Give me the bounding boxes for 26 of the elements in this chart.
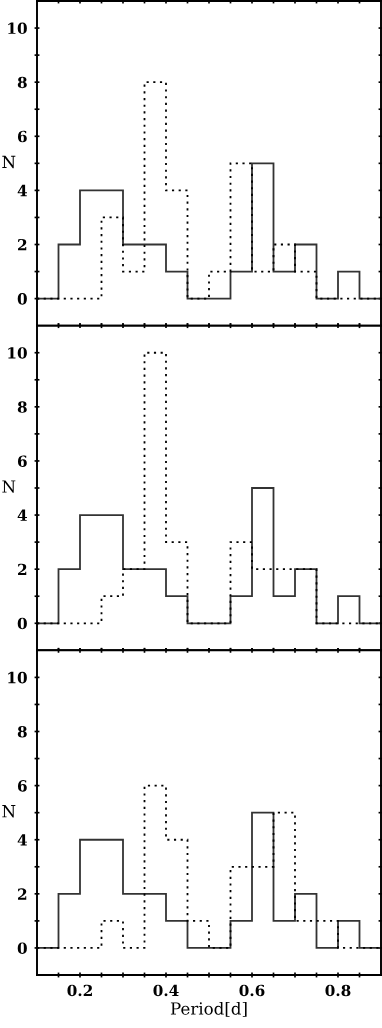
y-tick-label: 0 (17, 942, 27, 954)
y-tick-label: 4 (17, 509, 27, 521)
y-axis-title: N (2, 480, 16, 493)
x-axis-title: Period[d] (170, 1001, 247, 1017)
y-axis-title: N (2, 805, 16, 818)
y-tick-label: 10 (8, 22, 27, 35)
y-tick-label: 8 (17, 725, 27, 738)
x-tick-label: 0.6 (239, 984, 265, 997)
y-tick-label: 2 (18, 888, 27, 900)
y-tick-label: 8 (17, 401, 27, 413)
x-tick-label: 0.2 (67, 984, 92, 997)
y-tick-label: 0 (17, 293, 27, 305)
y-tick-label: 4 (17, 184, 27, 197)
y-tick-label: 6 (17, 780, 27, 792)
y-tick-label: 0 (17, 617, 27, 630)
y-tick-label: 4 (17, 834, 27, 846)
y-tick-label: 6 (17, 455, 27, 467)
x-tick-label: 0.8 (325, 984, 351, 997)
y-tick-label: 6 (17, 130, 27, 143)
y-tick-label: 10 (8, 347, 27, 359)
x-tick-label: 0.4 (153, 984, 179, 997)
y-tick-label: 10 (8, 671, 27, 684)
y-tick-label: 2 (18, 238, 27, 251)
y-axis-title: N (2, 155, 16, 169)
y-tick-label: 2 (18, 563, 27, 575)
y-tick-label: 8 (17, 76, 27, 89)
